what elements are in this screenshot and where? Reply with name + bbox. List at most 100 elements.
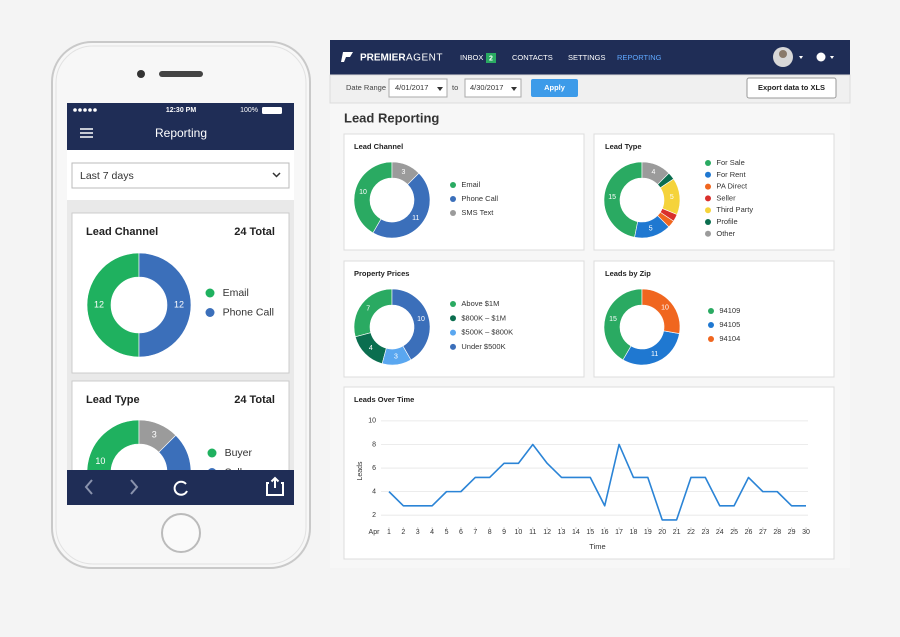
start-date-select[interactable] — [388, 78, 448, 98]
nav-item[interactable]: REPORTING — [617, 53, 662, 62]
camera — [137, 70, 145, 78]
reload[interactable] — [173, 480, 188, 496]
badge — [486, 53, 496, 63]
apply-button[interactable] — [531, 79, 578, 97]
card-title: Leads Over Time — [354, 395, 414, 404]
legend-label: SMS Text — [461, 208, 494, 217]
legend-swatch — [450, 301, 456, 307]
home-button[interactable] — [161, 513, 201, 553]
avatar-face — [779, 50, 787, 58]
back[interactable] — [84, 479, 93, 495]
card-title: Property Prices — [354, 269, 409, 278]
x-tick-label: 13 — [558, 529, 566, 536]
legend-label: Under $500K — [461, 342, 505, 351]
x-axis-label: Time — [589, 542, 605, 551]
caret — [437, 87, 443, 91]
x-tick-label: 4 — [430, 529, 434, 536]
legend-label: Third Party — [716, 205, 753, 214]
forward[interactable] — [130, 479, 139, 495]
x-tick-label: 1 — [387, 529, 391, 536]
range-select[interactable] — [71, 162, 290, 189]
x-tick-label: 18 — [630, 529, 638, 536]
x-tick-label: 19 — [644, 529, 652, 536]
button-text[interactable]: Export data to XLS — [758, 83, 825, 92]
x-tick-label: 29 — [788, 529, 796, 536]
x-tick-label: 22 — [687, 529, 695, 536]
x-tick-label: 30 — [802, 529, 810, 536]
donut-segment — [641, 161, 670, 185]
data-label: 10 — [661, 305, 669, 312]
brand: PREMIER — [360, 53, 406, 64]
legend-label: 94105 — [719, 320, 740, 329]
legend-swatch — [705, 183, 711, 190]
legend-swatch — [708, 322, 714, 328]
end-date-select[interactable] — [464, 78, 522, 98]
data-label: 4 — [369, 345, 373, 352]
x-tick-label: 2 — [401, 529, 405, 536]
legend-label: Email — [223, 287, 249, 299]
menu-icon[interactable] — [80, 128, 93, 138]
status-time: 12:30 PM — [166, 107, 197, 114]
button-text[interactable]: Apply — [544, 83, 566, 92]
legend-label: For Sale — [716, 158, 744, 167]
legend-label: 94109 — [719, 306, 740, 315]
x-tick-label: 11 — [529, 529, 536, 536]
x-tick-label: 8 — [488, 529, 492, 536]
data-label: 15 — [608, 194, 616, 201]
help-icon[interactable] — [816, 52, 826, 62]
legend-label: Phone Call — [461, 194, 498, 203]
speaker — [159, 71, 203, 77]
card-title: Lead Channel — [354, 142, 403, 151]
x-tick-label: 14 — [572, 529, 580, 536]
x-tick-label: 24 — [716, 529, 724, 536]
legend-swatch — [708, 336, 714, 342]
share[interactable] — [266, 476, 284, 496]
signal — [73, 108, 97, 112]
label: to — [452, 83, 458, 92]
label: Date Range — [346, 83, 386, 92]
nav-item[interactable]: CONTACTS — [512, 53, 553, 62]
y-tick-label: 4 — [372, 488, 376, 495]
legend-swatch — [705, 219, 711, 225]
data-label: 4 — [652, 169, 656, 176]
nav-item[interactable]: INBOX — [460, 53, 483, 62]
data-label: 11 — [651, 351, 658, 358]
donut-segment — [353, 161, 393, 234]
data-label: 3 — [394, 354, 398, 361]
data-line — [388, 443, 806, 521]
x-tick-label: 26 — [745, 529, 753, 536]
select-chevron — [272, 172, 281, 178]
data-label: 7 — [366, 306, 370, 313]
phone-content: Lead Channel 24 Total 12 Email 12 Phone Call L… — [71, 212, 290, 470]
page-heading: Lead Reporting — [344, 110, 439, 125]
desktop-header — [330, 40, 850, 75]
legend-swatch — [708, 308, 714, 314]
legend-swatch — [205, 288, 215, 298]
export-button[interactable] — [746, 77, 837, 99]
phone-toolbar — [67, 470, 294, 505]
caret — [511, 87, 517, 91]
battery-text: 100% — [240, 107, 258, 114]
donut-segment — [372, 172, 431, 239]
x-tick-label: 10 — [515, 529, 523, 536]
y-tick-label: 2 — [372, 512, 376, 519]
screen-title: Reporting — [155, 126, 207, 140]
legend-swatch — [705, 230, 711, 237]
nav-item[interactable]: SETTINGS — [568, 53, 606, 62]
badge-count: 2 — [489, 55, 493, 62]
legend-swatch — [705, 207, 711, 214]
x-tick-label: 17 — [615, 529, 623, 536]
legend-swatch — [207, 448, 217, 458]
x-tick-label: 28 — [773, 529, 781, 536]
legend-swatch — [705, 195, 711, 202]
card-total: 24 Total — [234, 394, 275, 406]
x-tick-label: 25 — [730, 529, 738, 536]
legend-swatch — [450, 182, 456, 188]
x-tick-label: 16 — [601, 529, 609, 536]
legend-label: Email — [461, 180, 480, 189]
select-value: 4/01/2017 — [395, 83, 428, 92]
range-value[interactable]: Last 7 days — [80, 170, 134, 182]
legend-swatch — [208, 468, 216, 470]
legend-label: Seller — [716, 193, 736, 202]
data-label: 3 — [402, 169, 406, 176]
